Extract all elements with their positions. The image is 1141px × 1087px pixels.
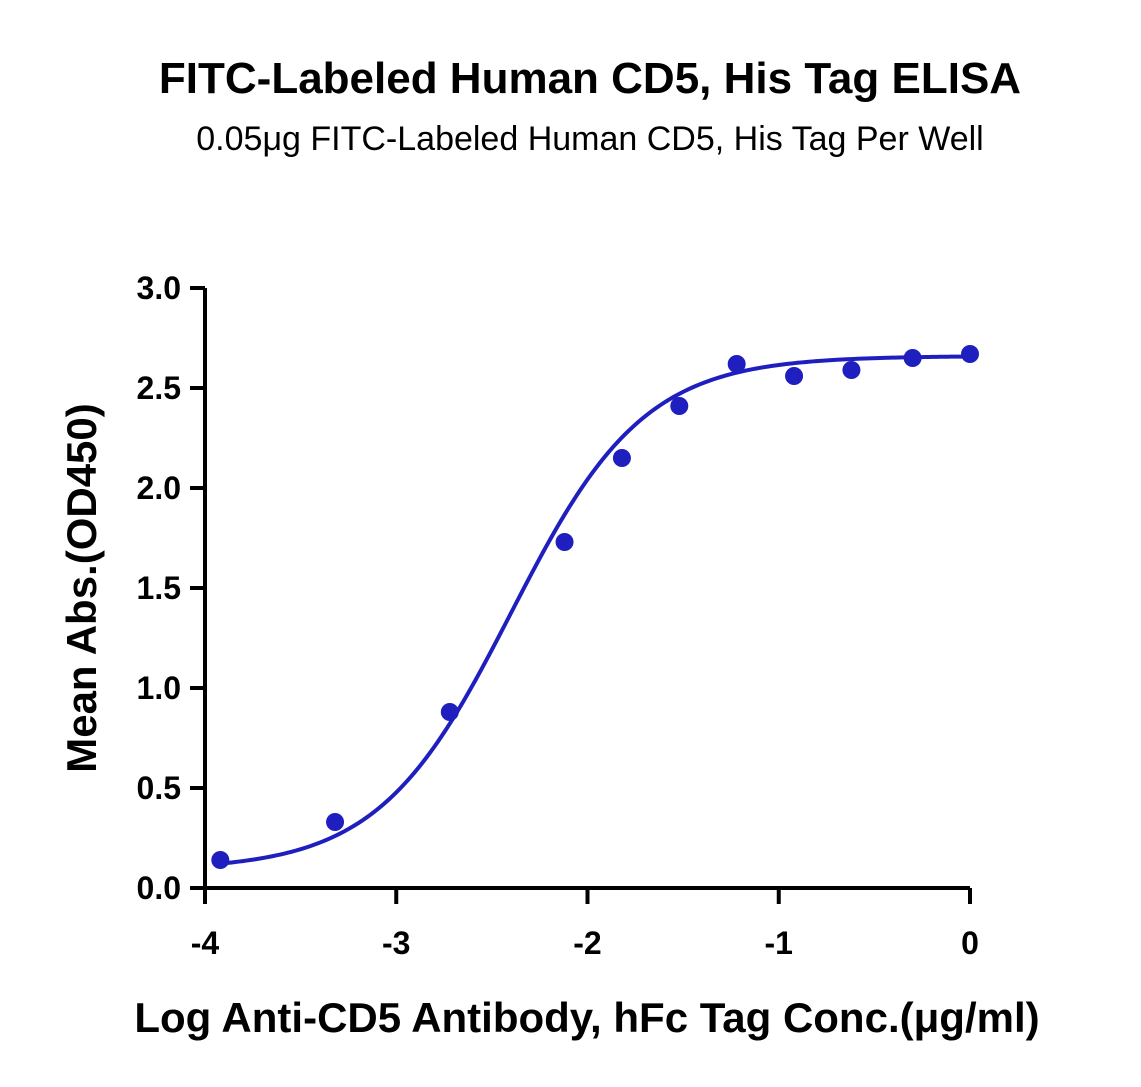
y-axis-label: Mean Abs.(OD450) <box>58 403 105 773</box>
y-tick-label: 2.0 <box>137 470 181 506</box>
y-tick-label: 0.5 <box>137 770 181 806</box>
data-point <box>842 361 861 379</box>
y-tick-label: 1.5 <box>137 570 181 606</box>
y-axis-ticks: 0.0 0.5 1.0 1.5 2.0 2.5 3.0 <box>137 270 205 906</box>
x-tick-label: -1 <box>765 925 793 961</box>
data-point <box>612 449 631 467</box>
data-point <box>961 345 979 363</box>
chart-title: FITC-Labeled Human CD5, His Tag ELISA <box>159 54 1021 103</box>
y-tick-label: 3.0 <box>137 270 181 306</box>
data-point <box>727 355 746 373</box>
y-tick-label: 0.0 <box>137 870 181 906</box>
data-point <box>555 533 574 551</box>
data-points <box>211 345 979 869</box>
data-point <box>785 367 804 385</box>
fit-curve <box>220 354 971 866</box>
data-point <box>211 851 230 869</box>
x-tick-label: -2 <box>573 925 601 961</box>
data-point <box>670 397 689 415</box>
x-axis-label: Log Anti-CD5 Antibody, hFc Tag Conc.(μg/… <box>134 994 1039 1041</box>
x-tick-label: -4 <box>191 925 220 961</box>
x-tick-label: 0 <box>961 925 979 961</box>
x-tick-label: -3 <box>382 925 410 961</box>
chart-subtitle: 0.05μg FITC-Labeled Human CD5, His Tag P… <box>196 120 983 158</box>
data-point <box>440 703 459 721</box>
data-point <box>326 813 345 831</box>
y-tick-label: 2.5 <box>137 370 181 406</box>
x-axis-ticks: -4 -3 -2 -1 0 <box>191 888 979 961</box>
y-tick-label: 1.0 <box>137 670 181 706</box>
data-point <box>903 349 922 367</box>
